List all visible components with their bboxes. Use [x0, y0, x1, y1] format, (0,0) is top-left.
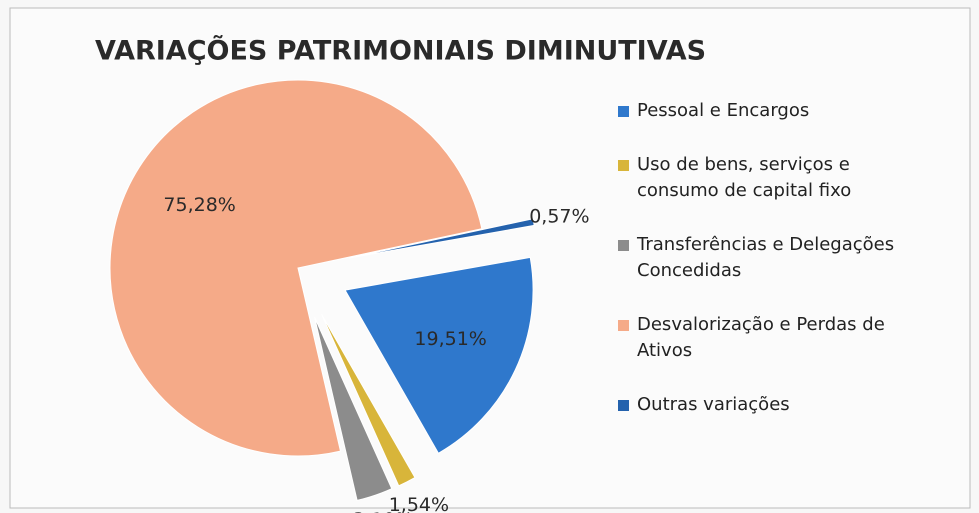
legend-item: Pessoal e Encargos [618, 98, 958, 124]
legend-label: Desvalorização e Perdas de Ativos [637, 314, 885, 361]
legend-swatch [618, 240, 629, 251]
pie-slice [109, 79, 483, 457]
pie-slice [314, 317, 393, 502]
data-label: 3,10% [353, 509, 413, 513]
pie-slice [321, 314, 416, 487]
legend-swatch [618, 106, 629, 117]
legend-label: Uso de bens, serviços e consumo de capit… [637, 154, 852, 201]
legend-swatch [618, 160, 629, 171]
legend-item: Outras variações [618, 392, 958, 418]
data-label: 75,28% [163, 194, 235, 216]
pie-slice [348, 218, 535, 259]
legend-label: Outras variações [637, 394, 790, 415]
data-label: 0,57% [529, 206, 589, 228]
legend-label: Pessoal e Encargos [637, 100, 810, 121]
legend-item: Transferências e Delegações Concedidas [618, 232, 958, 284]
data-label: 19,51% [414, 328, 486, 350]
legend-swatch [618, 400, 629, 411]
legend: Pessoal e Encargos Uso de bens, serviços … [618, 98, 958, 446]
legend-item: Uso de bens, serviços e consumo de capit… [618, 152, 958, 204]
legend-item: Desvalorização e Perdas de Ativos [618, 312, 958, 364]
legend-swatch [618, 320, 629, 331]
data-label: 1,54% [389, 494, 449, 513]
pie-slice [344, 256, 534, 454]
legend-label: Transferências e Delegações Concedidas [637, 234, 895, 281]
chart-title: VARIAÇÕES PATRIMONIAIS DIMINUTIVAS [95, 35, 706, 67]
